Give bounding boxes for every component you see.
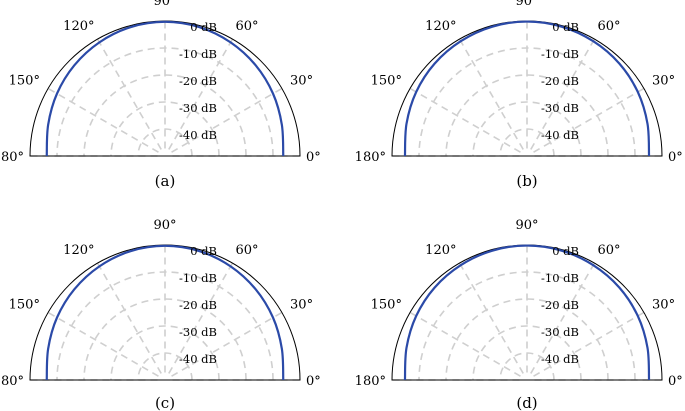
radial-tick-label: -20 dB — [179, 74, 217, 88]
radial-tick-label: -40 dB — [541, 352, 579, 366]
grid-ring — [83, 74, 247, 157]
radial-tick-label: -10 dB — [541, 47, 579, 61]
series-line — [403, 20, 651, 157]
angle-tick-label: 180° — [0, 374, 24, 389]
series-line — [45, 20, 285, 157]
angle-tick-label: 90° — [515, 0, 538, 9]
grid-spoke — [533, 311, 645, 377]
angle-tick-label: 60° — [598, 19, 621, 34]
radial-tick-label: -20 dB — [541, 298, 579, 312]
radial-tick-label: 0 dB — [190, 20, 217, 34]
series-line — [45, 244, 285, 381]
subfigure-caption: (b) — [516, 172, 537, 190]
grid-ring — [110, 101, 220, 157]
angle-tick-label: 0° — [668, 374, 683, 389]
grid-spoke — [171, 87, 283, 153]
radial-tick-label: 0 dB — [190, 244, 217, 258]
angle-tick-label: 180° — [355, 150, 386, 165]
angle-tick-label: 60° — [236, 19, 259, 34]
angle-tick-label: 0° — [306, 150, 321, 165]
radial-tick-label: -10 dB — [179, 47, 217, 61]
angle-tick-label: 120° — [425, 19, 456, 34]
grid-ring — [499, 128, 555, 157]
subfigure-caption: (a) — [155, 172, 176, 190]
angle-tick-label: 60° — [598, 243, 621, 258]
angle-tick-label: 90° — [153, 218, 176, 233]
grid-ring — [445, 298, 609, 381]
grid-spoke — [458, 262, 524, 374]
polar-chart: 0 dB -10 dB -20 dB -30 dB -40 dB 0° 30° 60° 90° 1… — [0, 218, 321, 411]
angle-tick-label: 180° — [355, 374, 386, 389]
angle-tick-label: 30° — [652, 74, 675, 89]
angle-tick-label: 180° — [0, 150, 24, 165]
radial-tick-label: 0 dB — [552, 244, 579, 258]
grid-spoke — [168, 262, 234, 374]
angle-tick-label: 60° — [236, 243, 259, 258]
angle-tick-label: 90° — [515, 218, 538, 233]
angle-tick-label: 150° — [9, 74, 40, 89]
radial-tick-label: -40 dB — [179, 352, 217, 366]
radial-tick-label: -40 dB — [179, 128, 217, 142]
grid-ring — [445, 74, 609, 157]
radial-tick-label: -10 dB — [179, 271, 217, 285]
grid-spoke — [96, 262, 162, 374]
radial-tick-label: -30 dB — [179, 101, 217, 115]
angle-tick-label: 120° — [425, 243, 456, 258]
grid-ring — [83, 298, 247, 381]
grid-spoke — [47, 87, 159, 153]
angle-tick-label: 30° — [652, 298, 675, 313]
grid-spoke — [171, 311, 283, 377]
angle-tick-label: 30° — [290, 298, 313, 313]
grid-ring — [137, 128, 193, 157]
polar-chart: 0 dB -10 dB -20 dB -30 dB -40 dB 0° 30° 60° 90° 1… — [0, 0, 321, 190]
subfigure-caption: (d) — [516, 394, 537, 411]
angle-tick-label: 0° — [668, 150, 683, 165]
polar-chart: 0 dB -10 dB -20 dB -30 dB -40 dB 0° 30° 60° 90° 1… — [355, 218, 683, 411]
grid-spoke — [458, 38, 524, 150]
grid-spoke — [409, 87, 521, 153]
angle-tick-label: 90° — [153, 0, 176, 9]
angle-tick-label: 120° — [63, 19, 94, 34]
grid-spoke — [530, 38, 596, 150]
grid-spoke — [96, 38, 162, 150]
angle-tick-label: 30° — [290, 74, 313, 89]
radial-tick-label: 0 dB — [552, 20, 579, 34]
angle-tick-label: 120° — [63, 243, 94, 258]
grid-spoke — [168, 38, 234, 150]
grid-ring — [472, 101, 582, 157]
grid-ring — [472, 325, 582, 381]
radial-tick-label: -30 dB — [179, 325, 217, 339]
grid-ring — [137, 352, 193, 381]
grid-spoke — [533, 87, 645, 153]
grid-ring — [110, 325, 220, 381]
angle-tick-label: 150° — [9, 298, 40, 313]
radial-tick-label: -40 dB — [541, 128, 579, 142]
radial-tick-label: -20 dB — [541, 74, 579, 88]
grid-spoke — [47, 311, 159, 377]
grid-spoke — [530, 262, 596, 374]
subfigure-caption: (c) — [155, 394, 175, 411]
angle-tick-label: 150° — [371, 74, 402, 89]
angle-tick-label: 0° — [306, 374, 321, 389]
polar-chart: 0 dB -10 dB -20 dB -30 dB -40 dB 0° 30° 60° 90° 1… — [355, 0, 683, 190]
grid-spoke — [409, 311, 521, 377]
radial-tick-label: -20 dB — [179, 298, 217, 312]
radial-tick-label: -30 dB — [541, 325, 579, 339]
radial-tick-label: -10 dB — [541, 271, 579, 285]
radial-tick-label: -30 dB — [541, 101, 579, 115]
grid-ring — [499, 352, 555, 381]
angle-tick-label: 150° — [371, 298, 402, 313]
series-line — [403, 244, 651, 381]
